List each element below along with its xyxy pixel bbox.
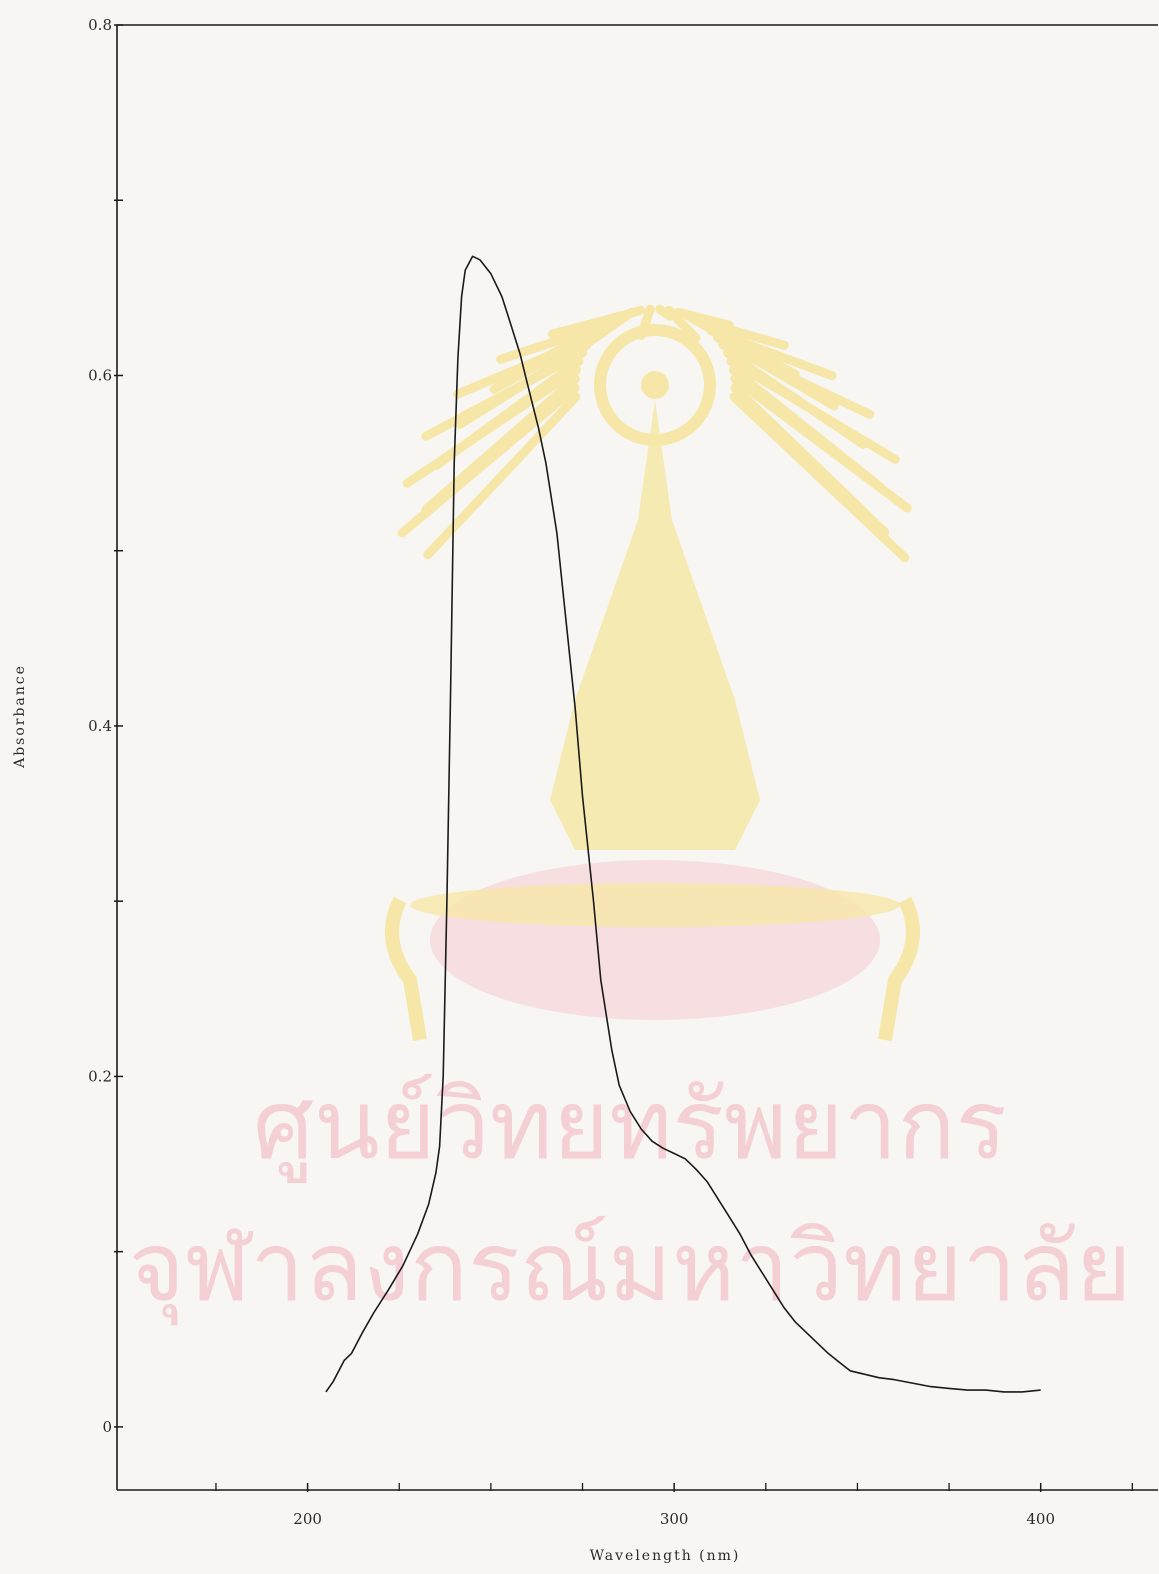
y-axis-title: Absorbance — [12, 664, 28, 769]
crest-right-tassel — [878, 896, 920, 1042]
crest-ray — [730, 383, 890, 537]
crest-ray — [605, 305, 646, 324]
crest-sun-core — [641, 371, 669, 399]
x-axis-ticks: 200 300 400 — [215, 1483, 1133, 1528]
x-tick-label: 300 — [660, 1510, 689, 1528]
crest-ray — [421, 374, 580, 515]
crest-ray — [718, 340, 875, 419]
y-tick-label: 0.2 — [88, 1067, 112, 1085]
crest-ray — [455, 340, 592, 429]
crest-ray — [664, 305, 701, 343]
y-tick-label: 0.8 — [88, 16, 112, 34]
crest-ray — [729, 392, 910, 563]
crest-base-band — [410, 883, 900, 927]
crest-ray — [706, 326, 837, 381]
watermark-line-2: จุฬาลงกรณ์มหาวิทยาลัย — [128, 1211, 1131, 1326]
university-crest-watermark — [385, 304, 920, 1042]
x-axis-title: Wavelength (nm) — [590, 1548, 741, 1564]
y-tick-label: 0 — [102, 1418, 112, 1436]
crest-spire — [550, 400, 760, 850]
crest-left-tassel — [385, 896, 427, 1042]
x-tick-label: 200 — [293, 1510, 322, 1528]
y-axis-ticks: 0 0.2 0.4 0.6 0.8 — [88, 16, 123, 1436]
crest-ray — [726, 356, 900, 464]
crest-ray — [730, 374, 912, 513]
x-tick-label: 400 — [1026, 1510, 1055, 1528]
crest-ray — [532, 315, 619, 367]
series-line-absorbance — [325, 255, 1041, 1393]
watermark-line-1: ศูนย์วิทยทรัพยากร — [253, 1069, 1007, 1183]
crest-rays — [397, 304, 912, 563]
y-tick-label: 0.6 — [88, 366, 112, 384]
y-tick-label: 0.4 — [88, 717, 112, 735]
crest-ray — [432, 356, 584, 470]
axes — [116, 24, 1158, 1491]
